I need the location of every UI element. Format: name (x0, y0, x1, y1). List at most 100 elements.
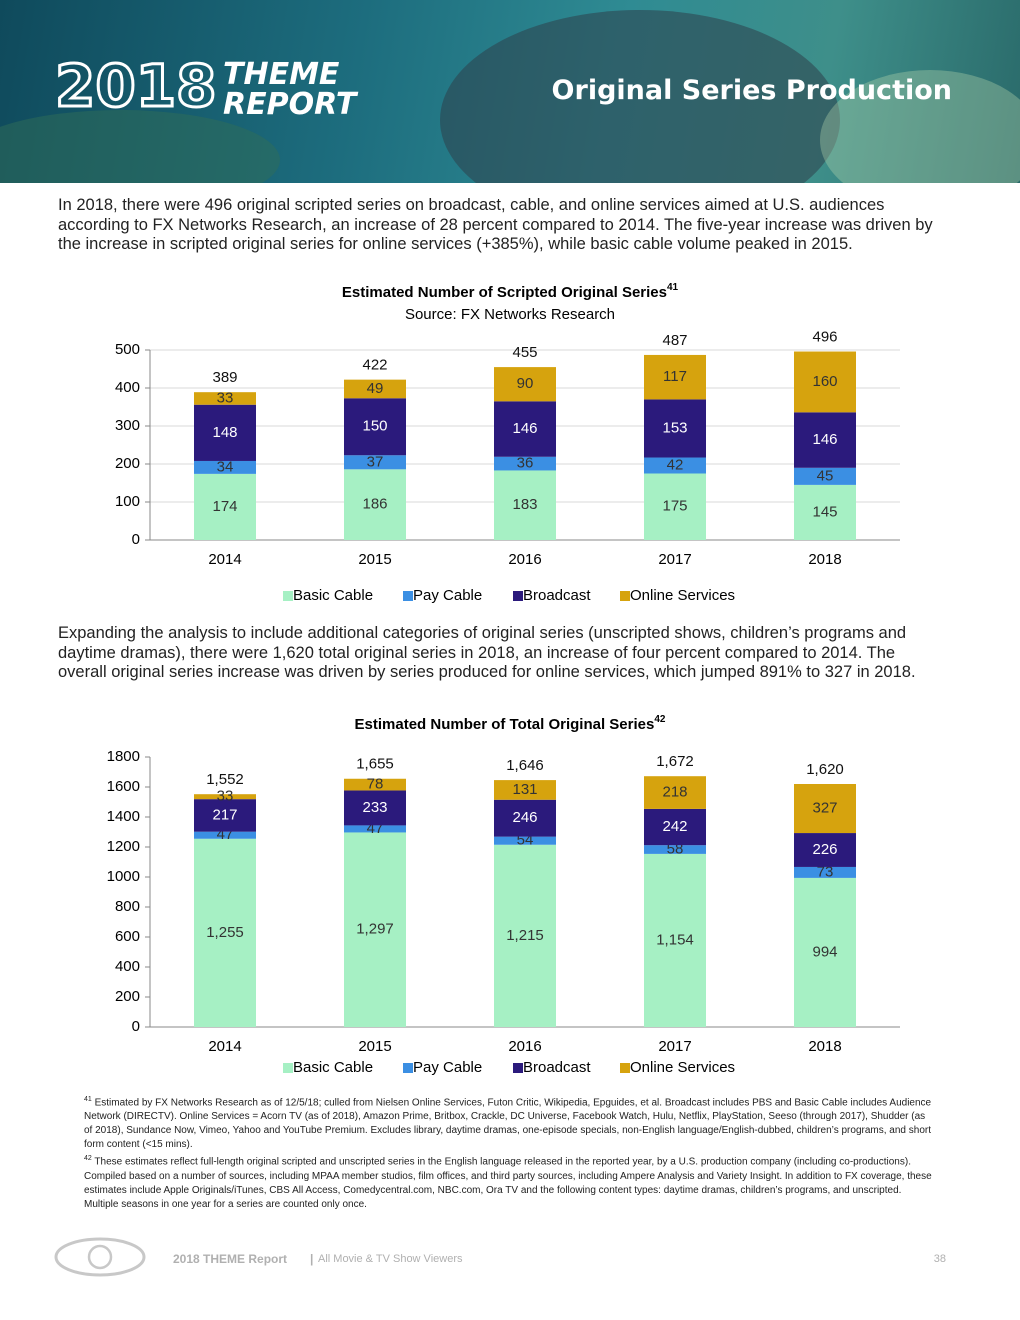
bar-segment (194, 838, 256, 1027)
x-tick-label: 2017 (658, 551, 691, 568)
legend-label: Basic Cable (293, 587, 373, 604)
data-label: 45 (817, 467, 834, 484)
bar-segment (494, 780, 556, 800)
bar-segment (194, 799, 256, 832)
chart-title-text: Estimated Number of Total Original Serie… (355, 716, 655, 733)
x-tick-label: 2014 (208, 1038, 241, 1055)
total-label: 1,655 (356, 756, 394, 773)
legend-label: Online Services (630, 1059, 735, 1076)
legend-swatch (620, 1063, 630, 1073)
footnote: 41 Estimated by FX Networks Research as … (84, 1093, 934, 1152)
bar-segment (344, 469, 406, 540)
y-tick-label: 0 (132, 1018, 140, 1035)
bar-segment (194, 473, 256, 540)
data-label: 146 (512, 420, 537, 437)
bar-segment (794, 484, 856, 540)
remote-shape (440, 10, 840, 183)
popcorn-shape (820, 70, 1020, 183)
footer-art: 2018 THEME Report | All Movie & TV Show … (54, 1237, 946, 1277)
bar-segment (194, 404, 256, 461)
data-label: 174 (212, 498, 237, 515)
x-tick-label: 2018 (808, 551, 841, 568)
bar-segment (194, 460, 256, 474)
bar-segment (644, 354, 706, 400)
bar-segment (344, 778, 406, 791)
total-label: 487 (662, 332, 687, 349)
y-tick-label: 1000 (107, 868, 140, 885)
data-label: 42 (667, 456, 684, 473)
bar-segment (494, 367, 556, 402)
y-tick-label: 1400 (107, 808, 140, 825)
bar-segment (794, 833, 856, 867)
bar-segment (644, 473, 706, 540)
data-label: 150 (362, 418, 387, 435)
bar-segment (194, 392, 256, 405)
data-label: 218 (662, 784, 687, 801)
bar-segment (794, 877, 856, 1027)
bar-segment (794, 784, 856, 834)
x-tick-label: 2016 (508, 551, 541, 568)
y-tick-label: 200 (115, 455, 140, 472)
bar-segment (644, 776, 706, 809)
data-label: 78 (367, 776, 384, 793)
bar-segment (494, 470, 556, 540)
bar-segment (794, 467, 856, 485)
legend-swatch (403, 1063, 413, 1073)
y-tick-label: 800 (115, 898, 140, 915)
bar-segment (344, 825, 406, 833)
total-label: 1,672 (656, 753, 694, 770)
footnote-number: 41 (84, 1096, 92, 1103)
data-label: 90 (517, 375, 534, 392)
data-label: 226 (812, 841, 837, 858)
chart-title-note: 42 (654, 714, 666, 725)
data-label: 175 (662, 498, 687, 515)
x-tick-label: 2014 (208, 551, 241, 568)
header: 2018 THEME REPORT Original Series Produc… (0, 0, 1020, 183)
legend-label: Online Services (630, 587, 735, 604)
data-label: 49 (367, 380, 384, 397)
bar-segment (344, 379, 406, 399)
footnote-text: These estimates reflect full-length orig… (84, 1156, 932, 1210)
y-tick-label: 400 (115, 958, 140, 975)
legend-label: Broadcast (523, 1059, 591, 1076)
y-tick-label: 1800 (107, 748, 140, 765)
page-number: 38 (934, 1253, 946, 1265)
data-label: 33 (217, 788, 234, 805)
legend-label: Basic Cable (293, 1059, 373, 1076)
footnotes: 41 Estimated by FX Networks Research as … (84, 1093, 934, 1212)
footer: 2018 THEME Report | All Movie & TV Show … (0, 1235, 1020, 1280)
footnote: 42 These estimates reflect full-length o… (84, 1152, 934, 1211)
footer-logo-reel (87, 1244, 113, 1270)
y-tick-label: 1600 (107, 778, 140, 795)
x-tick-label: 2018 (808, 1038, 841, 1055)
data-label: 327 (812, 799, 837, 816)
legend-swatch (403, 591, 413, 601)
total-label: 496 (812, 328, 837, 345)
footer-brand: 2018 THEME Report (173, 1252, 287, 1266)
bar-segment (644, 399, 706, 458)
footnote-number: 42 (84, 1155, 92, 1163)
chart-title: Estimated Number of Scripted Original Se… (342, 282, 679, 301)
data-label: 153 (662, 419, 687, 436)
legend-label: Pay Cable (413, 1059, 482, 1076)
chart: Estimated Number of Scripted Original Se… (115, 282, 900, 604)
y-tick-label: 300 (115, 417, 140, 434)
header-theme: THEME (223, 57, 340, 92)
data-label: 1,297 (356, 921, 394, 938)
x-tick-label: 2015 (358, 551, 391, 568)
data-label: 186 (362, 496, 387, 513)
paragraph: In 2018, there were 496 original scripte… (58, 196, 933, 253)
legend-swatch (513, 591, 523, 601)
legend-label: Pay Cable (413, 587, 482, 604)
bar-segment (644, 845, 706, 854)
y-tick-label: 200 (115, 988, 140, 1005)
x-tick-label: 2017 (658, 1038, 691, 1055)
chart-title-text: Estimated Number of Scripted Original Se… (342, 284, 667, 301)
data-label: 246 (512, 809, 537, 826)
header-report: REPORT (223, 87, 359, 122)
data-label: 1,215 (506, 927, 544, 944)
bar-segment (794, 866, 856, 878)
data-label: 117 (663, 368, 687, 385)
data-label: 146 (812, 431, 837, 448)
y-tick-label: 600 (115, 928, 140, 945)
